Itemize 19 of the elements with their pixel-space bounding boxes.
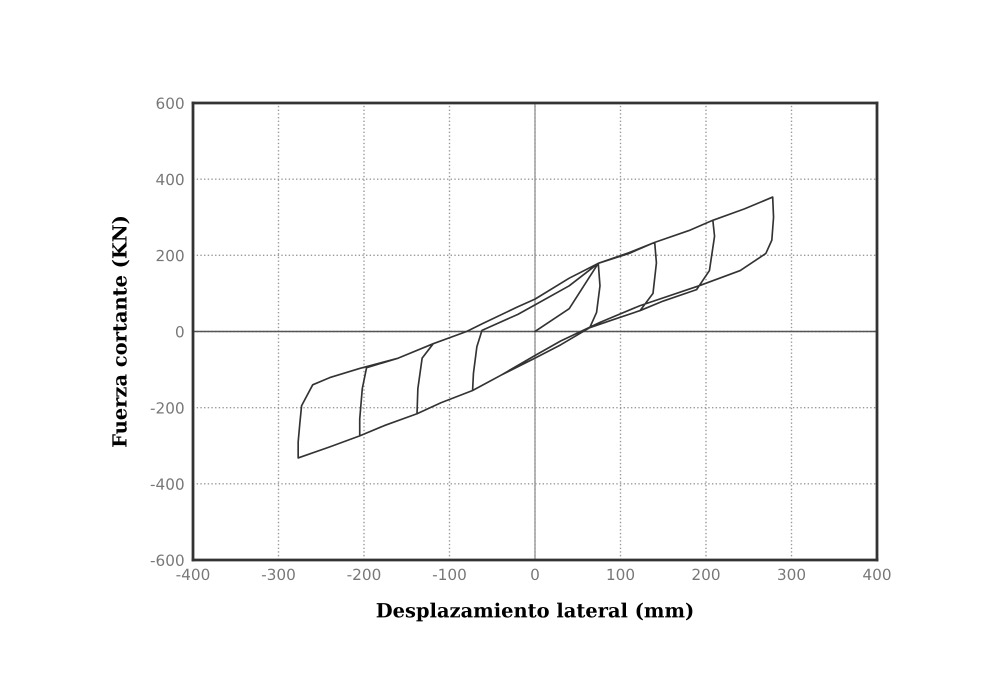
y-tick-label: 0 bbox=[176, 326, 184, 338]
x-tick-label: -200 bbox=[347, 568, 380, 580]
y-tick-label: -400 bbox=[150, 478, 184, 490]
y-axis-title: Fuerza cortante (KN) bbox=[112, 217, 130, 447]
y-tick-label: -600 bbox=[150, 554, 184, 566]
x-tick-label: 300 bbox=[778, 568, 806, 580]
x-tick-label: -300 bbox=[262, 568, 295, 580]
y-tick-label: 400 bbox=[156, 174, 184, 186]
x-tick-label: 0 bbox=[531, 568, 539, 580]
y-tick-label: -200 bbox=[150, 402, 184, 414]
x-axis-title: Desplazamiento lateral (mm) bbox=[376, 602, 692, 622]
x-tick-label: -100 bbox=[432, 568, 466, 580]
y-tick-label: 200 bbox=[156, 250, 184, 262]
x-tick-label: 400 bbox=[863, 568, 891, 580]
x-tick-label: -400 bbox=[176, 568, 210, 580]
y-tick-label: 600 bbox=[156, 97, 184, 110]
line-series bbox=[297, 196, 774, 459]
x-tick-label: 100 bbox=[608, 568, 634, 580]
x-tick-label: 200 bbox=[692, 568, 720, 580]
